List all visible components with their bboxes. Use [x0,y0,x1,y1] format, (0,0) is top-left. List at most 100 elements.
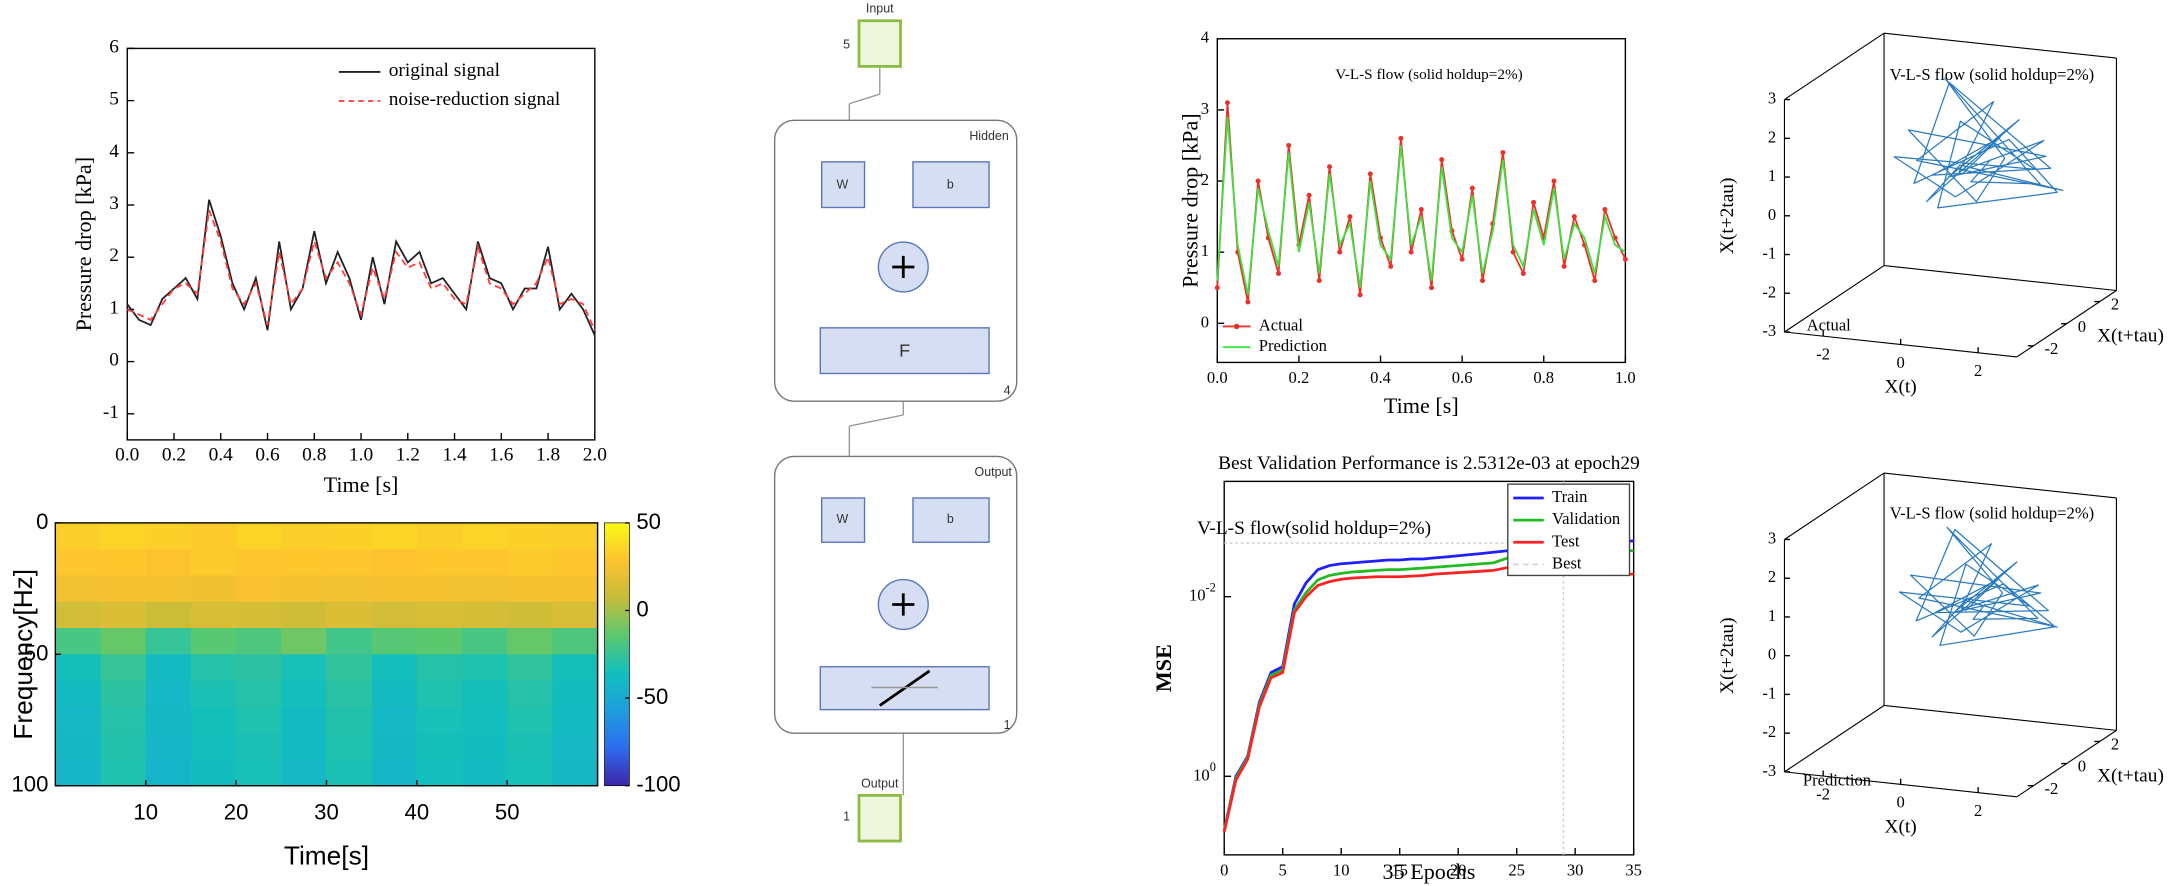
text-part: 0 [1896,353,1904,372]
data-point [1500,150,1506,156]
heat-cell [371,628,418,655]
bias-label: b [947,512,954,526]
text-part: X(t+2tau) [1718,617,1739,694]
heat-cell [281,549,328,577]
colorbar-tick-label: 0 [636,596,648,621]
text-part: 0.0 [1207,368,1228,387]
heat-cell [416,733,463,761]
x-tick-label: 20 [224,799,249,824]
text-part: -3 [1762,761,1776,780]
z-tick-label: 3 [1768,528,1776,547]
x-tick-label: 0.6 [255,445,280,466]
text-part: Best [1552,553,1582,572]
heat-cell [281,706,328,734]
heat-cell [145,759,192,787]
y-tick-label: 50 [24,640,49,665]
heat-cell [145,575,192,603]
text-part: Pressure drop [kPa] [71,157,96,332]
text-part: X(t+2tau) [1718,178,1739,255]
heat-cell [462,522,508,550]
x-tick-label: 35 [1625,860,1642,879]
heat-cell [462,654,508,682]
heat-cell [326,680,373,708]
heat-cell [416,706,463,734]
heat-cell [462,601,508,629]
heat-cell [236,601,282,629]
text-part: 35 [1625,860,1642,879]
data-point [1459,256,1465,262]
text-part: 35 Epochs [1383,859,1476,884]
text-part: 2 [1974,801,1982,820]
text-part: 0 [1768,205,1776,224]
text-part: -2 [1816,344,1830,363]
x-axis-label: X(t) [1885,817,1917,838]
colorbar [604,522,630,787]
text-part: X(t+tau) [2097,766,2164,787]
text-part: noise-reduction signal [389,89,561,110]
y-tick-label: 6 [109,37,119,58]
y-tick-label: 0 [2078,757,2086,776]
data-point [1602,206,1608,212]
y-tick-label: 3 [109,193,119,214]
heat-cell [145,601,192,629]
heat-cell [236,654,282,682]
x-tick-label: 30 [1567,860,1584,879]
x-tick-label: 0 [1896,353,1904,372]
heat-cell [145,628,192,655]
heat-cell [326,706,373,734]
y-axis-label: Frequency[Hz] [8,569,38,740]
trajectory [1893,77,2064,209]
data-point [1245,299,1251,305]
y-axis-label: Pressure drop [kPa] [1177,113,1202,288]
x-tick-label: 1.8 [536,445,560,466]
y-axis-label: X(t+tau) [2097,766,2164,787]
heat-cell [416,575,463,603]
data-point [1357,292,1363,298]
text-part: F [899,340,910,360]
text-part: 0.2 [162,445,186,466]
weight-box [820,497,866,543]
data-point [1551,178,1557,184]
x-tick-label: 0.8 [1533,368,1554,387]
y-axis-label: X(t+tau) [2097,326,2164,347]
data-point [1408,249,1414,255]
y-tick-label: 100 [11,772,48,797]
y-tick-label: 2 [109,246,119,267]
text-part: V-L-S flow (solid holdup=2%) [1890,503,2094,522]
z-axis-label: X(t+2tau) [1718,178,1739,255]
text-part: 25 [1508,860,1525,879]
text-part: Actual [1807,315,1852,334]
text-part: Best Validation Performance is 2.5312e-0… [1218,453,1640,474]
data-point [1255,178,1261,184]
heat-cell [100,601,147,629]
y-tick-label: 2 [2111,295,2119,314]
z-tick-label: 1 [1768,166,1776,185]
heat-cell [55,733,102,761]
heat-cell [326,654,373,682]
text-part: 2 [1768,127,1776,146]
text-part: 4 [1201,28,1210,47]
x-tick-label: -2 [1816,784,1830,803]
text-part: Output [861,777,899,791]
weight-label: W [837,178,849,192]
z-tick-label: 2 [1768,127,1776,146]
text-part: 2.0 [583,445,607,466]
x-tick-label: 1.0 [349,445,373,466]
heat-cell [55,680,102,708]
colorbar-tick-label: 50 [636,509,661,534]
heat-cell [100,628,147,655]
heat-cell [281,654,328,682]
text-part: Hidden [969,129,1008,143]
data-point [1561,263,1567,269]
heat-cell [416,628,463,655]
data-point [1225,100,1230,106]
text-part: 100 [11,772,48,797]
text-part: Prediction [1259,336,1328,355]
heat-cell [281,680,328,708]
text-part: 0 [1201,312,1209,331]
text-part: 15 [1391,860,1408,879]
z-tick-label: 0 [1768,644,1776,663]
z-tick-label: 0 [1768,205,1776,224]
text-part: 0 [1896,793,1904,812]
text-part: -1 [103,402,119,423]
